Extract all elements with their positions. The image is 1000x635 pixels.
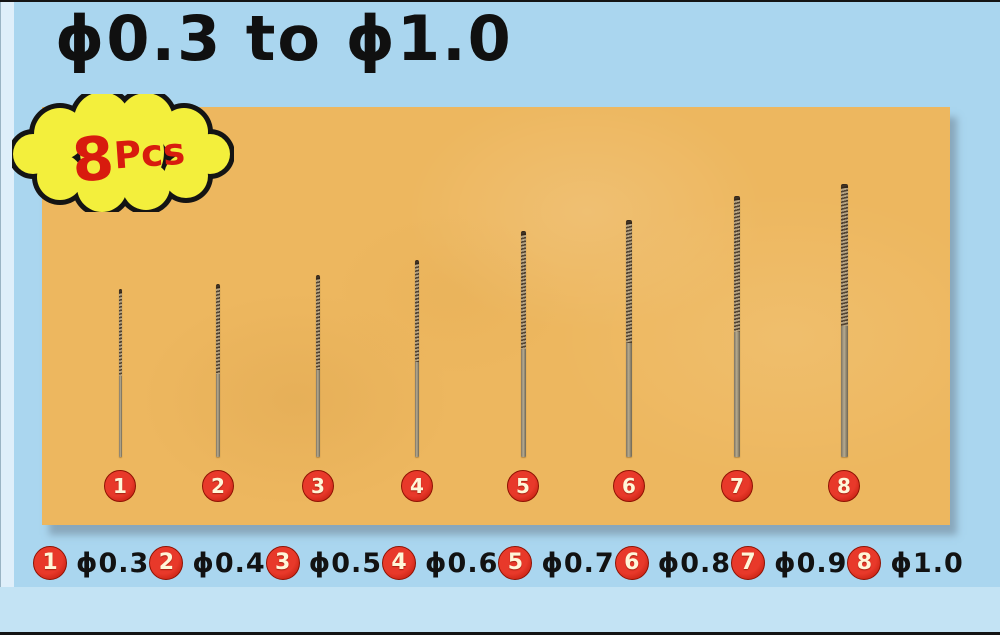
bit-number-badge: 8 — [828, 470, 860, 502]
legend-item: 3 ϕ0.5 — [265, 546, 383, 580]
bit-number-badge: 4 — [401, 470, 433, 502]
badge-unit: Pcs — [112, 130, 186, 178]
legend-item: 8 ϕ1.0 — [847, 546, 963, 580]
legend-item: 2 ϕ0.4 — [149, 546, 265, 580]
legend-number-badge: 6 — [614, 546, 649, 580]
page-title: ϕ0.3 to ϕ1.0 — [55, 2, 513, 75]
drill-bit — [118, 289, 122, 457]
bit-number-badge: 2 — [202, 470, 234, 502]
legend-item: 6 ϕ0.8 — [614, 546, 732, 580]
bit-number-badge: 3 — [302, 470, 334, 502]
drill-bit-panel: 1 2 3 4 5 6 7 8 — [42, 107, 950, 525]
legend-label: ϕ0.4 — [192, 547, 266, 579]
bit-number-badge: 7 — [721, 470, 753, 502]
legend-label: ϕ0.7 — [541, 547, 615, 579]
badge-count: 8 — [70, 124, 117, 197]
legend-number-badge: 8 — [847, 546, 882, 580]
legend-number-badge: 2 — [149, 546, 184, 580]
bit-number-badge: 1 — [104, 470, 136, 502]
badge-fill-blob — [13, 94, 230, 212]
bottom-strip — [0, 587, 1000, 632]
drill-bit — [840, 184, 848, 457]
legend-number-badge: 5 — [498, 546, 533, 580]
legend-label: ϕ0.9 — [774, 547, 848, 579]
legend-item: 1 ϕ0.3 — [33, 546, 149, 580]
legend-item: 7 ϕ0.9 — [731, 546, 847, 580]
bottom-border — [0, 632, 1000, 635]
drill-bit — [414, 260, 420, 457]
legend-number-badge: 1 — [33, 546, 67, 580]
legend-number-badge: 3 — [265, 546, 300, 580]
legend: 1 ϕ0.3 2 ϕ0.4 3 ϕ0.5 4 ϕ0.6 5 ϕ0.7 6 ϕ0.8 7 ϕ0.9 8 ϕ1.0 — [33, 541, 963, 585]
drill-bit — [520, 231, 526, 457]
left-edge-strip — [0, 2, 14, 632]
legend-label: ϕ1.0 — [890, 547, 964, 579]
drill-bit — [316, 275, 320, 457]
pcs-badge: 8 Pcs — [12, 94, 234, 212]
legend-label: ϕ0.5 — [308, 547, 383, 579]
legend-number-badge: 7 — [731, 546, 766, 580]
legend-label: ϕ0.6 — [425, 547, 499, 579]
drill-bit — [734, 196, 740, 457]
drill-bit — [216, 284, 220, 457]
legend-number-badge: 4 — [382, 546, 417, 580]
top-border — [0, 0, 1000, 2]
bit-number-badge: 5 — [507, 470, 539, 502]
bit-number-badge: 6 — [613, 470, 645, 502]
legend-label: ϕ0.3 — [76, 547, 150, 579]
legend-item: 5 ϕ0.7 — [498, 546, 614, 580]
legend-item: 4 ϕ0.6 — [382, 546, 498, 580]
legend-label: ϕ0.8 — [657, 547, 732, 579]
drill-bit — [626, 220, 632, 457]
